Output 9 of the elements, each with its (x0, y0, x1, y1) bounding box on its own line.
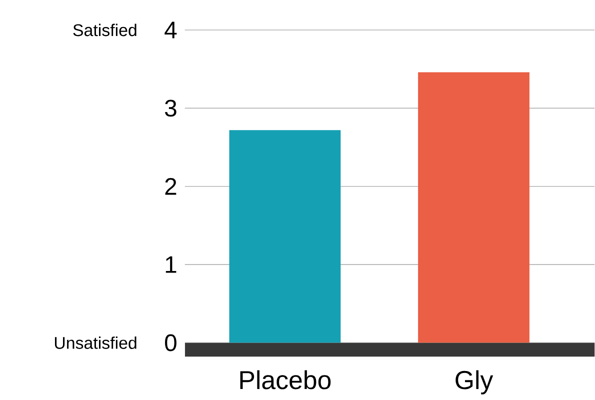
y-tick-label: 4 (164, 22, 177, 38)
x-tick-label: Placebo (240, 370, 331, 390)
text: Unsatisfied (54, 336, 136, 350)
y-tick-label: 2 (165, 178, 176, 195)
y-tick-label: 1 (166, 256, 176, 273)
text: Satisfied (73, 24, 136, 36)
y-tick-label: 0 (165, 334, 176, 352)
y-tick-label: 3 (164, 100, 176, 117)
x-tick-label: Gly (456, 370, 494, 395)
